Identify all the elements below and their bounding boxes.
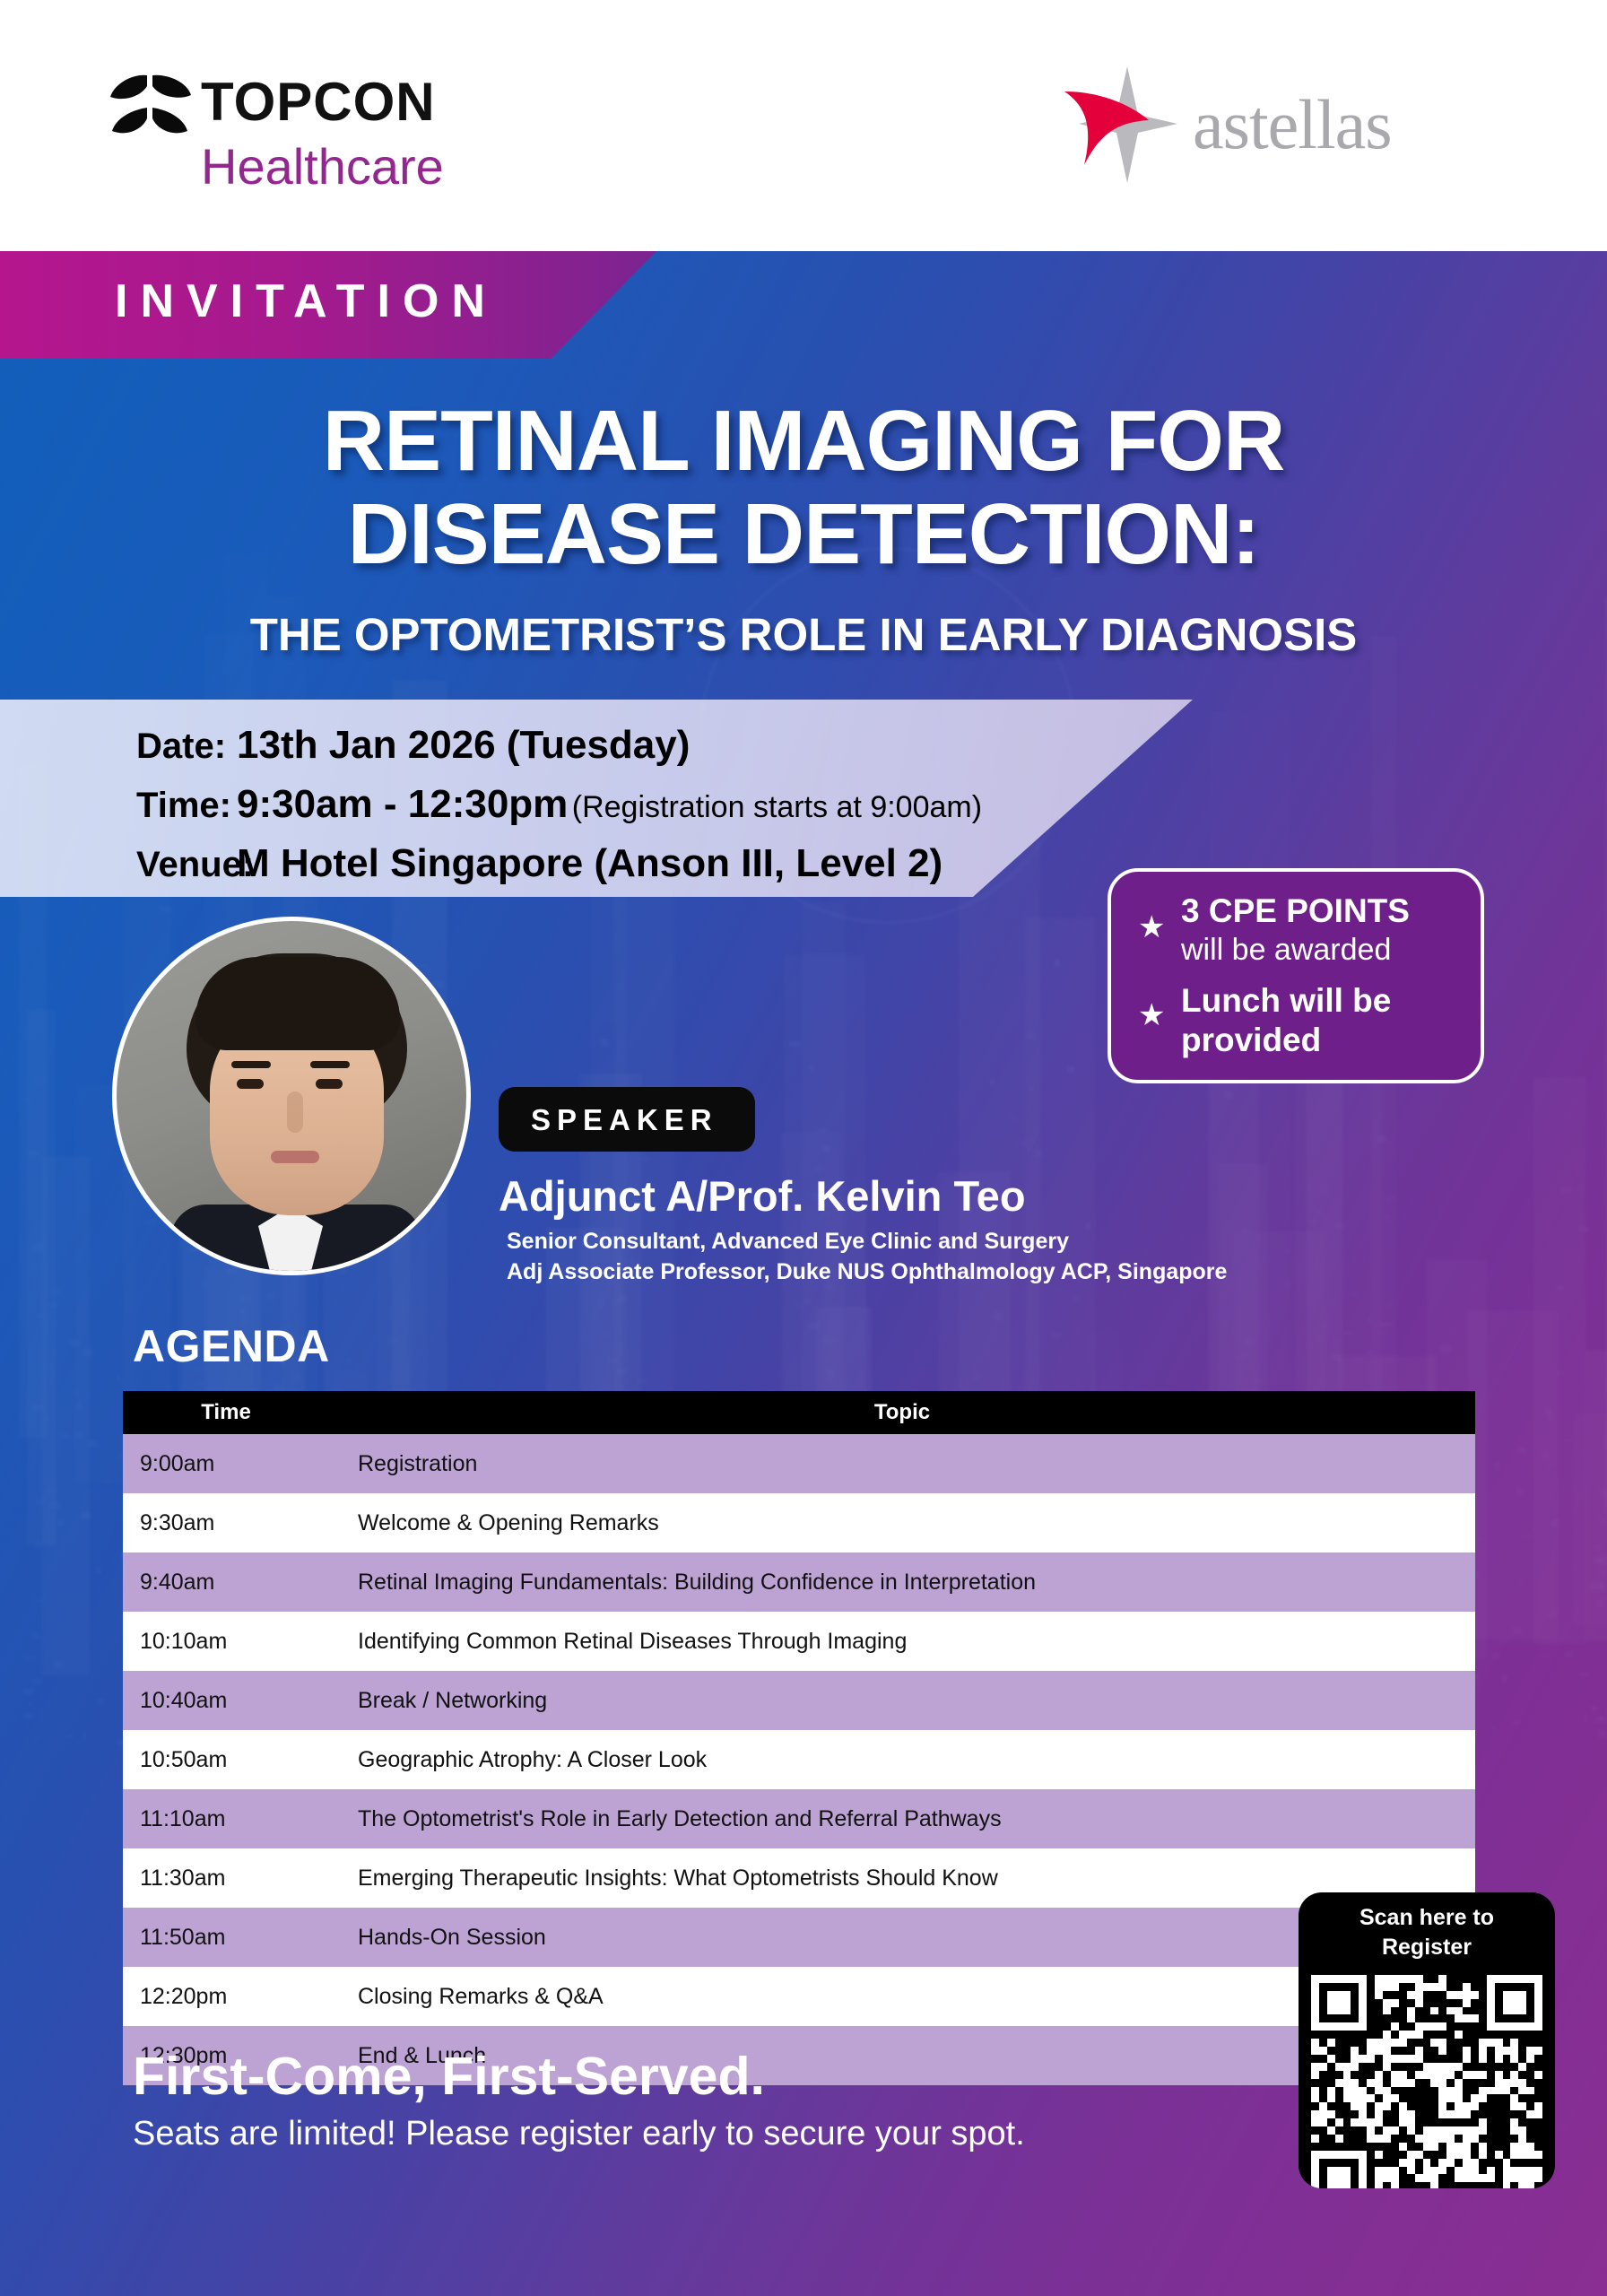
agenda-row-time: 10:40am — [140, 1687, 228, 1713]
agenda-row-time: 9:40am — [140, 1569, 215, 1595]
agenda-row: 11:10am The Optometrist's Role in Early D… — [123, 1789, 1475, 1848]
cpe-points-badge: ★ 3 CPE POINTS will be awarded ★ Lunch w… — [1108, 868, 1484, 1083]
agenda-table-header: Time Topic — [123, 1391, 1475, 1434]
astellas-wordmark: astellas — [1193, 85, 1393, 163]
qr-label-line-1: Scan here to — [1359, 1905, 1495, 1930]
star-icon: ★ — [1138, 998, 1166, 1032]
agenda-row-time: 10:10am — [140, 1628, 228, 1654]
agenda-row-topic: Break / Networking — [358, 1687, 548, 1713]
time-note: (Registration starts at 9:00am) — [571, 790, 983, 824]
date-label: Date: — [136, 726, 227, 766]
agenda-row-time: 11:10am — [140, 1805, 226, 1831]
agenda-row: 10:50am Geographic Atrophy: A Closer Look — [123, 1730, 1475, 1789]
topcon-healthcare-subword: Healthcare — [201, 138, 444, 195]
agenda-row-topic: Retinal Imaging Fundamentals: Building C… — [358, 1569, 1037, 1595]
agenda-row: 11:30am Emerging Therapeutic Insights: Wh… — [123, 1848, 1475, 1908]
date-value: 13th Jan 2026 (Tuesday) — [237, 723, 691, 767]
invitation-tab: INVITATION — [0, 244, 664, 359]
agenda-row-time: 10:50am — [140, 1746, 228, 1772]
agenda-row-topic: Hands-On Session — [358, 1924, 546, 1950]
agenda-row-topic: The Optometrist's Role in Early Detectio… — [358, 1805, 1002, 1831]
agenda-row: 12:30pm End & Lunch — [123, 2026, 1475, 2085]
event-date-row: Date: 13th Jan 2026 (Tuesday) — [136, 723, 690, 768]
venue-value: M Hotel Singapore (Anson III, Level 2) — [237, 841, 943, 885]
venue-label: Venue: — [136, 845, 255, 884]
agenda-row-time: 11:30am — [140, 1865, 226, 1891]
lunch-item: Lunch will be provided — [1181, 981, 1391, 1060]
astellas-star-icon — [1064, 66, 1177, 183]
agenda-row: 9:30am Welcome & Opening Remarks — [123, 1493, 1475, 1552]
astellas-logo: astellas — [1063, 56, 1475, 190]
lunch-line-1: Lunch will be — [1181, 982, 1392, 1019]
agenda-row-topic: Welcome & Opening Remarks — [358, 1509, 659, 1535]
time-value: 9:30am - 12:30pm — [237, 782, 569, 826]
agenda-row: 10:10am Identifying Common Retinal Diseas… — [123, 1612, 1475, 1671]
agenda-row: 11:50am Hands-On Session — [123, 1908, 1475, 1967]
title-line-2: DISEASE DETECTION: — [347, 486, 1261, 582]
speaker-tag: SPEAKER — [499, 1087, 755, 1152]
title-block: RETINAL IMAGING FOR DISEASE DETECTION: T… — [0, 359, 1607, 664]
speaker-role-line-1: Senior Consultant, Advanced Eye Clinic a… — [507, 1229, 1069, 1254]
agenda-row-time: 12:30pm — [140, 2042, 228, 2068]
cta-headline: First-Come, First-Served. — [133, 2047, 765, 2106]
agenda-row: 12:20pm Closing Remarks & Q&A — [123, 1967, 1475, 2026]
agenda-row-topic: Registration — [358, 1450, 478, 1476]
agenda-row: 10:40am Break / Networking — [123, 1671, 1475, 1730]
agenda-row-topic: End & Lunch — [358, 2042, 487, 2068]
agenda-heading: AGENDA — [133, 1321, 330, 1371]
cpe-points-bold: 3 CPE POINTS — [1181, 892, 1410, 929]
star-icon: ★ — [1138, 910, 1166, 944]
invitation-tab-label: INVITATION — [115, 275, 498, 327]
speaker-role-line-2: Adj Associate Professor, Duke NUS Ophtha… — [507, 1259, 1228, 1284]
lunch-line-2: provided — [1181, 1022, 1322, 1058]
agenda-row-topic: Emerging Therapeutic Insights: What Opto… — [358, 1865, 998, 1891]
title-subtitle: THE OPTOMETRIST’S ROLE IN EARLY DIAGNOSI… — [249, 609, 1358, 660]
column-header-time: Time — [201, 1400, 251, 1424]
event-venue-row: Venue:M Hotel Singapore (Anson III, Leve… — [136, 841, 942, 886]
agenda-row: 9:00am Registration — [123, 1434, 1475, 1493]
logo-bar: TOPCON Healthcare astellas — [0, 0, 1607, 251]
agenda-row-time: 12:20pm — [140, 1983, 228, 2009]
speaker-portrait-icon — [112, 917, 471, 1275]
topcon-petals-icon — [110, 74, 191, 134]
speaker-tag-label: SPEAKER — [531, 1103, 718, 1136]
qr-code-icon[interactable] — [1311, 1975, 1542, 2188]
agenda-row-topic: Identifying Common Retinal Diseases Thro… — [358, 1628, 908, 1654]
event-info-band: Date: 13th Jan 2026 (Tuesday) Time: 9:30am… — [0, 700, 1193, 897]
agenda-table: Time Topic 9:00am Registration 9:30am Welco… — [123, 1391, 1475, 2085]
cta-subline: Seats are limited! Please register early… — [133, 2115, 1025, 2152]
topcon-wordmark: TOPCON — [201, 72, 436, 132]
agenda-row-time: 9:00am — [140, 1450, 215, 1476]
title-line-1: RETINAL IMAGING FOR — [322, 393, 1286, 489]
cpe-points-item: 3 CPE POINTS will be awarded — [1181, 891, 1410, 969]
speaker-name: Adjunct A/Prof. Kelvin Teo — [499, 1172, 1026, 1220]
agenda-row-time: 11:50am — [140, 1924, 226, 1950]
qr-register-card[interactable]: Scan here to Register — [1299, 1892, 1555, 2188]
agenda-row-topic: Geographic Atrophy: A Closer Look — [358, 1746, 708, 1772]
event-time-row: Time: 9:30am - 12:30pm (Registration star… — [136, 782, 982, 827]
topcon-healthcare-logo: TOPCON Healthcare — [108, 70, 556, 196]
qr-label: Scan here to Register — [1299, 1903, 1555, 1962]
agenda-row-time: 9:30am — [140, 1509, 215, 1535]
column-header-topic: Topic — [873, 1400, 931, 1424]
time-label: Time: — [136, 786, 231, 825]
cpe-points-normal: will be awarded — [1181, 933, 1392, 967]
qr-label-line-2: Register — [1381, 1935, 1472, 1960]
agenda-row-topic: Closing Remarks & Q&A — [358, 1983, 604, 2009]
agenda-row: 9:40am Retinal Imaging Fundamentals: Buil… — [123, 1552, 1475, 1612]
